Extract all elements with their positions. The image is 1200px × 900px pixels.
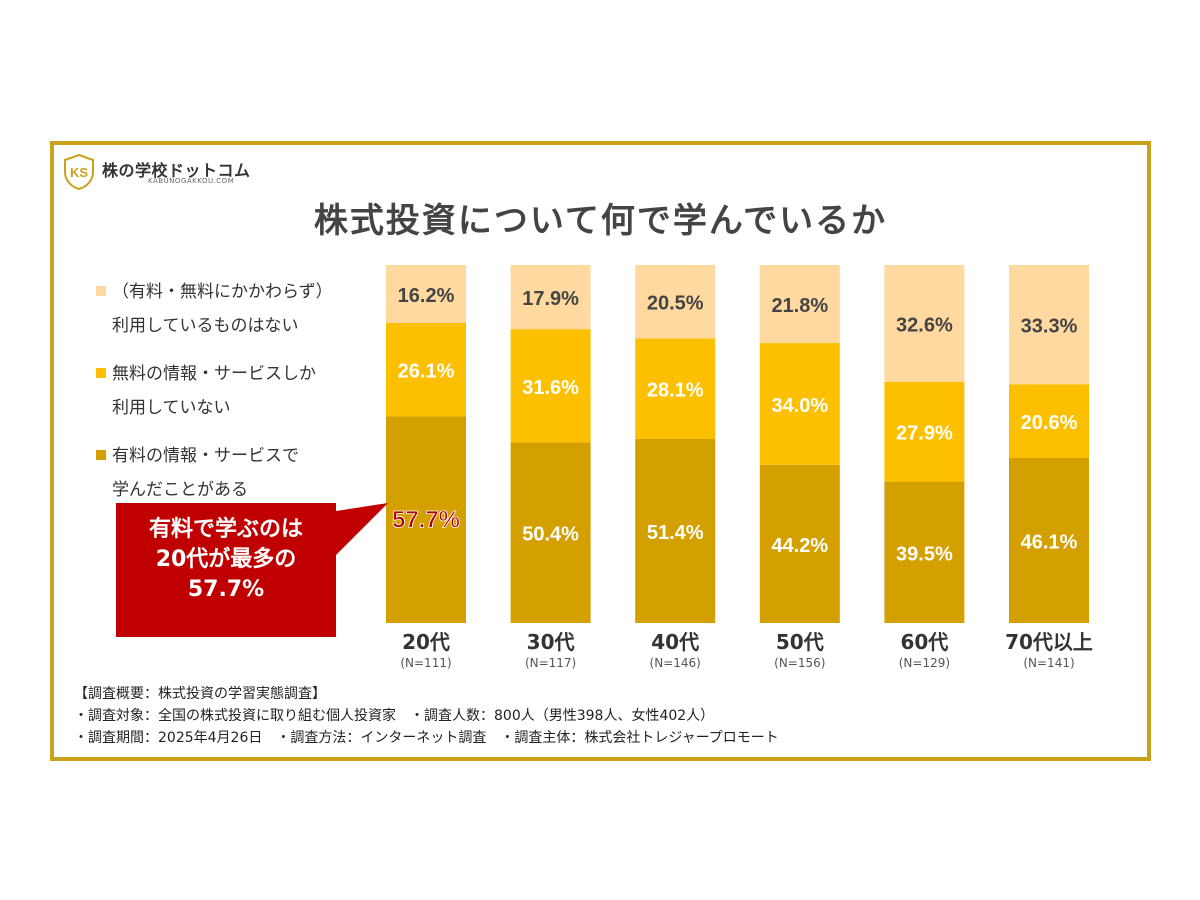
logo-subtitle: KABUNOGAKKOU.COM	[148, 177, 235, 185]
legend-label-line: 利用していない	[112, 398, 231, 418]
category-label: 50代	[776, 630, 824, 654]
data-label: 33.3%	[1021, 316, 1078, 338]
data-label: 28.1%	[647, 380, 704, 402]
stacked-bar-chart: 57.7% 26.1% 16.2% 20代 (N=111) 50.4% 31.6% 17.9%…	[386, 265, 1093, 670]
bar-segment	[386, 322, 466, 417]
sample-size-label: (N=156)	[774, 656, 825, 670]
category-label: 70代以上	[1005, 630, 1093, 654]
callout-line: 57.7%	[187, 577, 265, 602]
data-label: 32.6%	[896, 314, 953, 336]
sample-size-label: (N=129)	[899, 656, 950, 670]
data-label: 27.9%	[896, 423, 953, 445]
bar-segment	[510, 329, 591, 443]
bar-segment	[510, 442, 591, 623]
legend-label-line: 無料の情報・サービスしか	[112, 364, 316, 384]
bar-segment	[884, 481, 965, 623]
data-label: 20.5%	[647, 293, 704, 315]
chart-frame: KS 株の学校ドットコム KABUNOGAKKOU.COM 株式投資について何で…	[50, 141, 1151, 761]
sample-size-label: (N=146)	[650, 656, 701, 670]
bar-segment	[510, 265, 591, 330]
callout-text: 有料で学ぶのは 20代が最多の 57.7%	[116, 515, 336, 605]
legend-item-free: 無料の情報・サービスしか 利用していない	[96, 357, 386, 425]
data-label: 51.4%	[647, 522, 704, 544]
survey-note-line: ・調査対象：全国の株式投資に取り組む個人投資家 ・調査人数：800人（男性398…	[74, 708, 715, 724]
shield-logo-icon: KS	[64, 153, 94, 191]
chart-title: 株式投資について何で学んでいるか	[313, 201, 888, 241]
data-label: 31.6%	[522, 377, 579, 399]
logo-mark-text: KS	[70, 165, 88, 180]
legend-item-paid: 有料の情報・サービスで 学んだことがある	[96, 439, 386, 507]
data-label: 46.1%	[1021, 531, 1078, 553]
legend-label-line: 利用しているものはない	[112, 316, 299, 336]
sample-size-label: (N=141)	[1023, 656, 1074, 670]
bar-segment	[1009, 457, 1089, 623]
legend-swatch-free	[96, 368, 106, 378]
legend-swatch-paid	[96, 450, 106, 460]
survey-note-line: ・調査期間：2025年4月26日 ・調査方法：インターネット調査 ・調査主体：株…	[74, 730, 779, 746]
category-label: 40代	[651, 630, 699, 654]
callout-shape	[116, 503, 388, 637]
bar-segment	[386, 416, 466, 623]
data-label: 50.4%	[522, 524, 579, 546]
bar-segment	[884, 265, 965, 382]
bar-segment	[1009, 265, 1089, 385]
legend-label-line: 有料の情報・サービスで	[112, 446, 299, 466]
data-label: 44.2%	[771, 535, 828, 557]
data-label: 39.5%	[896, 543, 953, 565]
data-label: 21.8%	[771, 295, 828, 317]
category-label: 20代	[402, 630, 450, 654]
callout-box	[116, 503, 388, 637]
bar-segment	[759, 464, 840, 623]
data-label: 57.7%	[392, 507, 460, 534]
bar-segment	[635, 338, 716, 439]
survey-notes: 【調査概要：株式投資の学習実態調査】 ・調査対象：全国の株式投資に取り組む個人投…	[74, 683, 779, 749]
bar-segment	[635, 438, 716, 623]
data-label: 16.2%	[398, 285, 455, 307]
legend-label-line: 学んだことがある	[112, 480, 248, 500]
category-label: 30代	[527, 630, 575, 654]
bar-segment	[884, 381, 965, 482]
data-label: 20.6%	[1021, 412, 1078, 434]
sample-size-label: (N=111)	[400, 656, 451, 670]
data-label: 17.9%	[522, 288, 579, 310]
category-label: 60代	[900, 630, 948, 654]
legend-swatch-none	[96, 286, 106, 296]
sample-size-label: (N=117)	[525, 656, 576, 670]
callout-line: 20代が最多の	[155, 547, 297, 572]
data-label: 26.1%	[398, 361, 455, 383]
chart-legend: （有料・無料にかかわらず） 利用しているものはない 無料の情報・サービスしか 利…	[96, 275, 386, 521]
survey-note-line: 【調査概要：株式投資の学習実態調査】	[74, 686, 326, 702]
bar-segment	[1009, 384, 1089, 458]
callout-line: 有料で学ぶのは	[148, 517, 303, 542]
bar-segment	[759, 343, 840, 465]
legend-item-none: （有料・無料にかかわらず） 利用しているものはない	[96, 275, 386, 343]
bar-segment	[635, 265, 716, 339]
bar-segment	[386, 265, 466, 323]
legend-label-line: （有料・無料にかかわらず）	[112, 282, 333, 302]
logo-name: 株の学校ドットコム	[102, 161, 251, 180]
data-label: 34.0%	[771, 395, 828, 417]
bar-segment	[759, 265, 840, 344]
